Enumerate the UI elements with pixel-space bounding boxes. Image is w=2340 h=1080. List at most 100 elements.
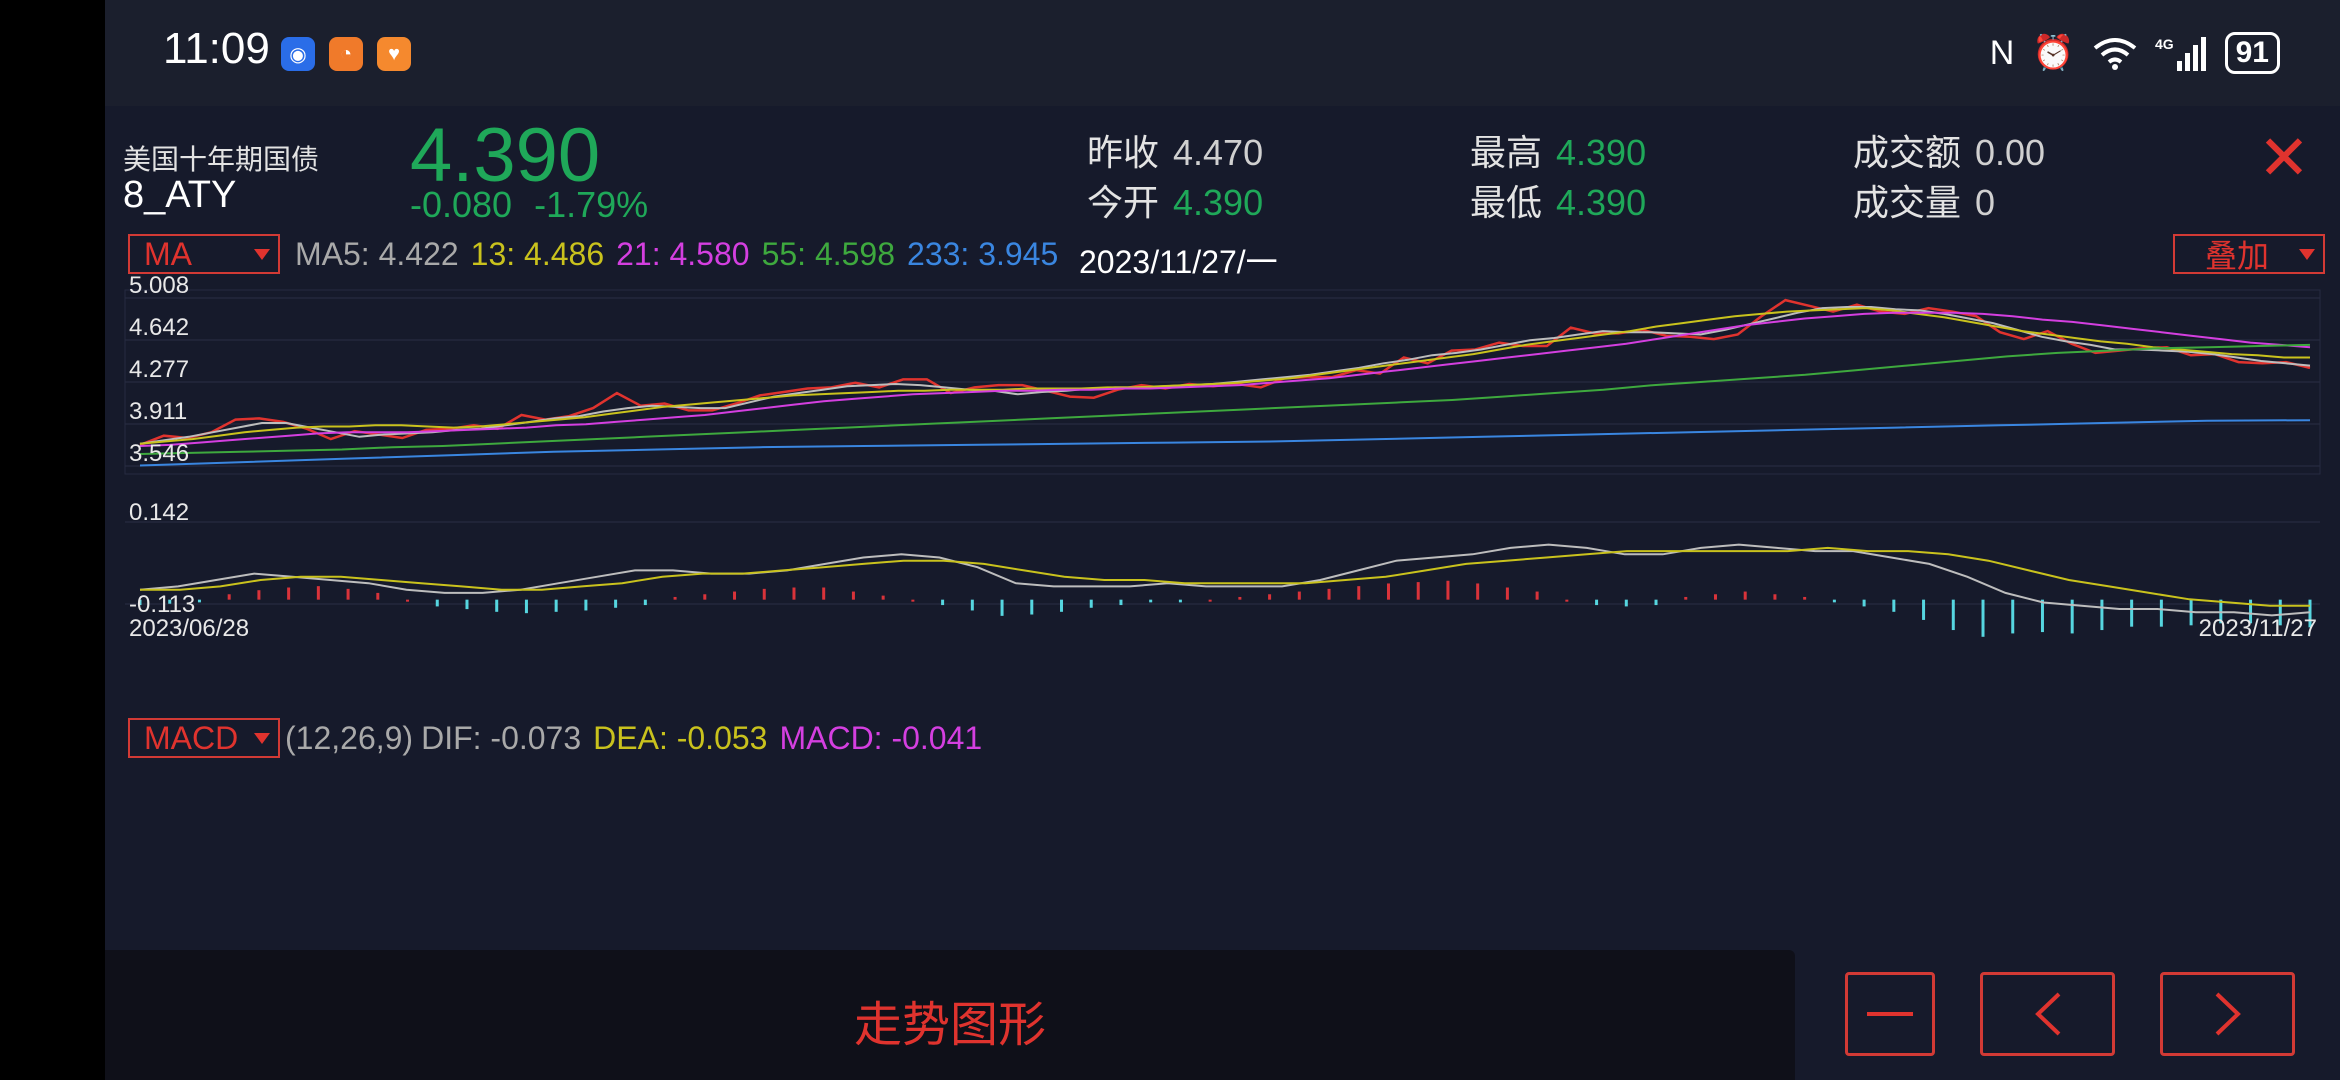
main-chart-grid xyxy=(124,289,2321,475)
macd-histogram-bar xyxy=(2130,599,2134,627)
macd-value: MACD: -0.041 xyxy=(779,720,983,756)
close-icon[interactable]: ✕ xyxy=(2258,124,2310,193)
macd-histogram-bar xyxy=(495,599,499,612)
quote-screen: 11:09 ◉ ◔ ♥ N ⏰ 4G 91 美国十年期国债 8_ATY 4.3 xyxy=(105,0,2340,1080)
macd-histogram-bar xyxy=(643,599,647,606)
overlay-label: 叠加 xyxy=(2205,238,2270,274)
dea-value: DEA: -0.053 xyxy=(593,720,768,756)
macd-histogram-bar xyxy=(1297,591,1301,600)
turnover: 成交额 0.00 xyxy=(1853,124,2045,176)
chevron-down-icon xyxy=(2299,248,2315,260)
macd-histogram-bar xyxy=(1476,583,1480,600)
macd-histogram-bar xyxy=(941,599,945,606)
x-end-label: 2023/11/27 xyxy=(2199,615,2317,642)
macd-histogram-bar xyxy=(851,591,855,600)
macd-histogram-bar xyxy=(1327,588,1331,600)
macd-histogram-bar xyxy=(1832,599,1836,603)
macd-histogram-bar xyxy=(316,586,320,600)
low: 最低 4.390 xyxy=(1470,174,1646,226)
x-start-label: 2023/06/28 xyxy=(129,615,249,642)
price-chart[interactable]: 5.0084.6424.2773.9113.5460.142-0.1132023… xyxy=(105,270,2340,950)
macd-histogram-bar xyxy=(703,594,707,600)
change-value: -0.080 xyxy=(410,184,513,225)
macd-chart-grid xyxy=(125,521,2320,605)
ma13-value: 13: 4.486 xyxy=(470,236,605,272)
prev-close-label: 昨收 xyxy=(1087,132,1160,173)
main-chart-lines xyxy=(139,298,2311,467)
macd-histogram-bar xyxy=(1803,596,1807,600)
main-y-tick-label: 4.642 xyxy=(129,314,189,341)
minus-icon xyxy=(1867,1012,1913,1016)
app-notification-orange-icon: ◔ xyxy=(329,37,363,71)
prev-close: 昨收 4.470 xyxy=(1087,124,1263,176)
macd-histogram-bar xyxy=(406,599,410,602)
turnover-label: 成交额 xyxy=(1853,132,1962,173)
macd-histogram-bar xyxy=(257,590,261,600)
high-value: 4.390 xyxy=(1556,132,1647,173)
macd-histogram-bar xyxy=(881,595,885,600)
previous-button[interactable] xyxy=(1980,972,2115,1056)
last-price: 4.390 xyxy=(410,113,601,198)
macd-histogram-bar xyxy=(673,596,677,600)
nfc-icon: N xyxy=(1989,33,2015,72)
status-bar: 11:09 ◉ ◔ ♥ N ⏰ 4G 91 xyxy=(105,0,2340,106)
macd-histogram-bar xyxy=(1951,599,1955,631)
dif-value: DIF: -0.073 xyxy=(421,720,582,756)
macd-histogram-bar xyxy=(1149,599,1153,603)
overlay-select[interactable]: 叠加 xyxy=(2173,234,2325,274)
open: 今开 4.390 xyxy=(1087,174,1263,226)
macd-histogram-bar xyxy=(1713,594,1717,600)
macd-histogram-bar xyxy=(1060,599,1064,612)
open-label: 今开 xyxy=(1087,182,1160,223)
macd-histogram-bar xyxy=(2011,599,2015,634)
high-label: 最高 xyxy=(1470,132,1543,173)
macd-histogram-bar xyxy=(2308,599,2312,628)
chevron-down-icon xyxy=(254,248,270,260)
macd-histogram-bar xyxy=(524,599,528,614)
price-change: -0.080 -1.79% xyxy=(410,184,670,226)
macd-y-tick-label: -0.113 xyxy=(129,591,195,618)
macd-histogram-bar xyxy=(1773,594,1777,600)
macd-histogram-bar xyxy=(1000,599,1004,616)
macd-y-tick-label: 0.142 xyxy=(129,499,189,526)
macd-histogram-bar xyxy=(1595,599,1599,606)
macd-histogram-bar xyxy=(376,592,380,600)
next-button[interactable] xyxy=(2160,972,2295,1056)
macd-indicator-select[interactable]: MACD xyxy=(128,718,280,758)
macd-histogram-bar xyxy=(1089,599,1093,608)
macd-histogram-bar xyxy=(1743,591,1747,600)
series-ma5-line xyxy=(139,306,2311,445)
macd-histogram xyxy=(138,580,2312,637)
series-ma233-line xyxy=(139,419,2311,467)
macd-params: (12,26,9) xyxy=(285,720,414,756)
instrument-code: 8_ATY xyxy=(123,174,237,216)
ma-legend: MA5: 4.422 13: 4.486 21: 4.580 55: 4.598 233… xyxy=(295,236,1070,273)
series-ma55-line xyxy=(139,343,2311,455)
status-icons: N ⏰ 4G 91 xyxy=(1990,30,2280,76)
ma-indicator-select[interactable]: MA xyxy=(128,234,280,274)
macd-histogram-bar xyxy=(227,594,231,600)
macd-chart-lines xyxy=(139,543,2311,617)
series-ma13-line xyxy=(139,307,2310,445)
macd-histogram-bar xyxy=(1535,591,1539,600)
trend-chart-title[interactable]: 走势图形 xyxy=(853,999,1046,1052)
macd-histogram-bar xyxy=(2278,599,2282,626)
signal-4g-icon: 4G xyxy=(2155,36,2206,71)
ma55-value: 55: 4.598 xyxy=(761,236,896,272)
macd-histogram-bar xyxy=(614,599,618,608)
zoom-out-button[interactable] xyxy=(1845,972,1935,1056)
turnover-value: 0.00 xyxy=(1975,132,2046,173)
macd-histogram-bar xyxy=(1238,596,1242,600)
ma5-value: MA5: 4.422 xyxy=(295,236,459,272)
app-notification-blue-icon: ◉ xyxy=(281,37,315,71)
macd-histogram-bar xyxy=(2070,599,2074,634)
ma21-value: 21: 4.580 xyxy=(616,236,750,272)
macd-histogram-bar xyxy=(1892,599,1896,612)
main-y-tick-label: 5.008 xyxy=(129,272,189,299)
macd-histogram-bar xyxy=(822,587,826,600)
macd-histogram-bar xyxy=(1862,599,1866,607)
ma233-value: 233: 3.945 xyxy=(907,236,1059,272)
macd-histogram-bar xyxy=(1505,587,1509,600)
instrument-name: 美国十年期国债 xyxy=(123,144,320,175)
macd-histogram-bar xyxy=(287,587,291,600)
